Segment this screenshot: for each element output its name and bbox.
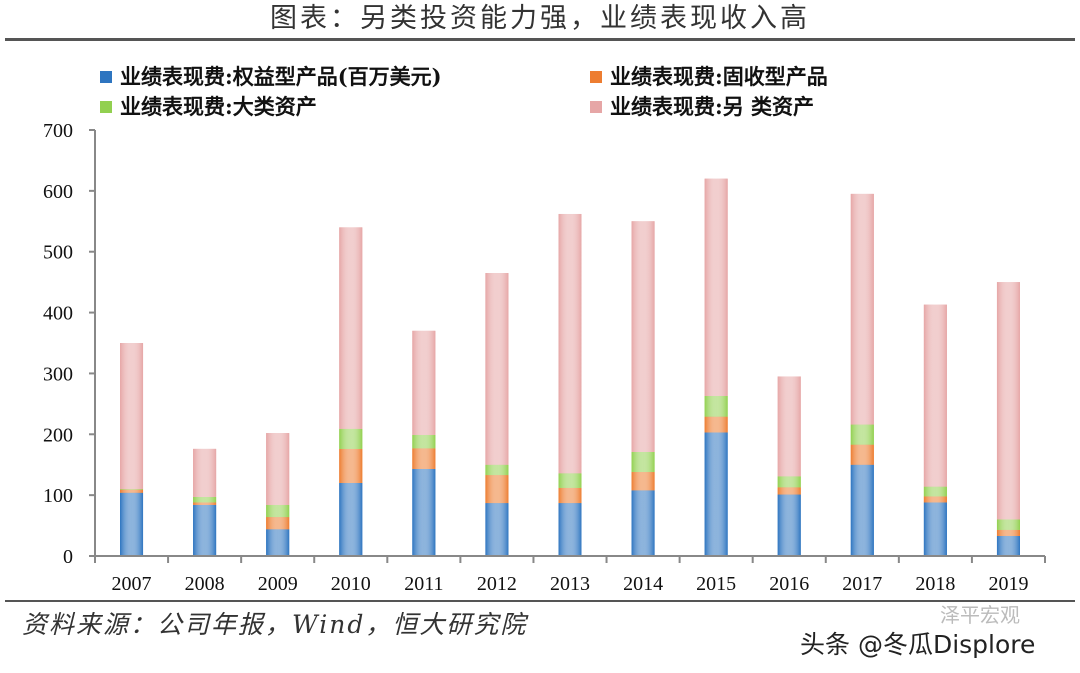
bar-segment-shade [996, 282, 1020, 520]
bar-segment-shade [777, 376, 801, 477]
x-tick-label: 2010 [331, 573, 371, 595]
bar-segment-shade [704, 416, 728, 433]
bar-segment-shade [266, 433, 290, 505]
bar-segment-shade [266, 517, 290, 530]
bar-segment-shade [704, 178, 728, 396]
bar-segment-shade [850, 424, 874, 445]
bar-segment-shade [850, 444, 874, 465]
bar-segment-shade [485, 464, 509, 476]
x-tick-label: 2018 [915, 573, 955, 595]
bar-segment-shade [777, 476, 801, 488]
x-tick-label: 2016 [769, 573, 809, 595]
bar-segment-shade [120, 492, 144, 556]
bar-segment-shade [266, 529, 290, 556]
bar-segment-shade [339, 482, 363, 556]
y-tick-label: 300 [43, 363, 73, 385]
bar-segment-shade [631, 490, 655, 556]
bar-segment-shade [777, 494, 801, 556]
x-tick-label: 2009 [258, 573, 298, 595]
title-divider [5, 38, 1075, 41]
watermark-platform: 头条 @冬瓜Displore [800, 630, 1036, 659]
y-tick-label: 400 [43, 303, 73, 325]
bar-segment-shade [704, 395, 728, 417]
source-note: 资料来源：公司年报，Wind，恒大研究院 [22, 610, 528, 639]
bar-segment-shade [996, 519, 1020, 530]
legend-swatch [100, 71, 112, 83]
bar-segment-shade [996, 535, 1020, 556]
bar-segment-shade [996, 529, 1020, 536]
bar-segment-shade [485, 475, 509, 504]
bar-segment-shade [558, 503, 582, 556]
bar-segment-shade [485, 273, 509, 465]
legend-item: 业绩表现费:大类资产 [100, 94, 317, 120]
legend-label: 业绩表现费:固收型产品 [610, 64, 828, 89]
legend-label: 业绩表现费:另 类资产 [610, 94, 815, 119]
bar-segment-shade [193, 496, 217, 503]
x-tick-label: 2019 [988, 573, 1028, 595]
bar-segment-shade [777, 487, 801, 495]
bar-segment-shade [120, 489, 144, 493]
bar-segment-shade [193, 448, 217, 497]
bar-segment-shade [850, 464, 874, 556]
bar-segment-shade [120, 343, 144, 490]
bar-segment-shade [193, 504, 217, 556]
legend-item: 业绩表现费:另 类资产 [590, 94, 814, 120]
y-tick-label: 700 [43, 120, 73, 142]
bar-segment-shade [412, 468, 436, 556]
bar-segment-shade [923, 496, 947, 503]
y-tick-label: 500 [43, 242, 73, 264]
bar-segment-shade [923, 502, 947, 556]
bar-segment-shade [558, 213, 582, 474]
bar-segment-shade [558, 487, 582, 504]
x-tick-label: 2012 [477, 573, 517, 595]
legend-swatch [100, 101, 112, 113]
legend-swatch [590, 101, 602, 113]
watermark-account: 泽平宏观 [940, 603, 1020, 627]
y-tick-label: 600 [43, 181, 73, 203]
bar-segment-shade [704, 432, 728, 556]
x-tick-label: 2008 [185, 573, 225, 595]
bar-segment-shade [631, 451, 655, 473]
y-tick-label: 200 [43, 424, 73, 446]
bar-segment-shade [339, 227, 363, 429]
legend-label: 业绩表现费:权益型产品(百万美元) [120, 64, 442, 89]
bar-segment-shade [120, 489, 144, 490]
legend-swatch [590, 71, 602, 83]
x-tick-label: 2013 [550, 573, 590, 595]
bar-segment-shade [558, 473, 582, 488]
x-tick-label: 2014 [623, 573, 663, 595]
bar-segment-shade [193, 502, 217, 505]
x-tick-label: 2007 [112, 573, 152, 595]
bar-segment-shade [339, 428, 363, 449]
bar-segment-shade [923, 486, 947, 497]
x-tick-label: 2017 [842, 573, 882, 595]
legend-label: 业绩表现费:大类资产 [120, 94, 317, 119]
x-tick-label: 2015 [696, 573, 736, 595]
y-tick-label: 100 [43, 485, 73, 507]
bar-segment-shade [631, 472, 655, 491]
x-tick-label: 2011 [404, 573, 443, 595]
bar-segment-shade [485, 503, 509, 556]
bar-segment-shade [850, 193, 874, 425]
y-tick-label: 0 [63, 546, 73, 568]
bar-segment-shade [412, 448, 436, 469]
bar-segment-shade [412, 330, 436, 435]
bar-segment-shade [266, 504, 290, 518]
bar-segment-shade [339, 448, 363, 483]
legend-item: 业绩表现费:权益型产品(百万美元) [100, 64, 442, 90]
source-divider [5, 600, 1075, 602]
chart-title: 图表：另类投资能力强，业绩表现收入高 [270, 3, 810, 34]
bar-segment-shade [923, 304, 947, 487]
bar-segment-shade [631, 221, 655, 452]
legend-item: 业绩表现费:固收型产品 [590, 64, 828, 90]
bar-segment-shade [412, 434, 436, 449]
